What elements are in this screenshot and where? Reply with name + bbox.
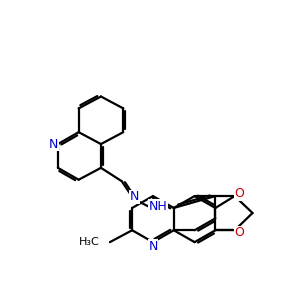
Text: N: N bbox=[148, 240, 158, 253]
Text: O: O bbox=[234, 226, 244, 239]
Text: O: O bbox=[234, 187, 244, 200]
Text: N: N bbox=[130, 190, 139, 203]
Text: N: N bbox=[49, 138, 58, 151]
Text: NH: NH bbox=[148, 200, 167, 213]
Text: H₃C: H₃C bbox=[79, 237, 100, 247]
